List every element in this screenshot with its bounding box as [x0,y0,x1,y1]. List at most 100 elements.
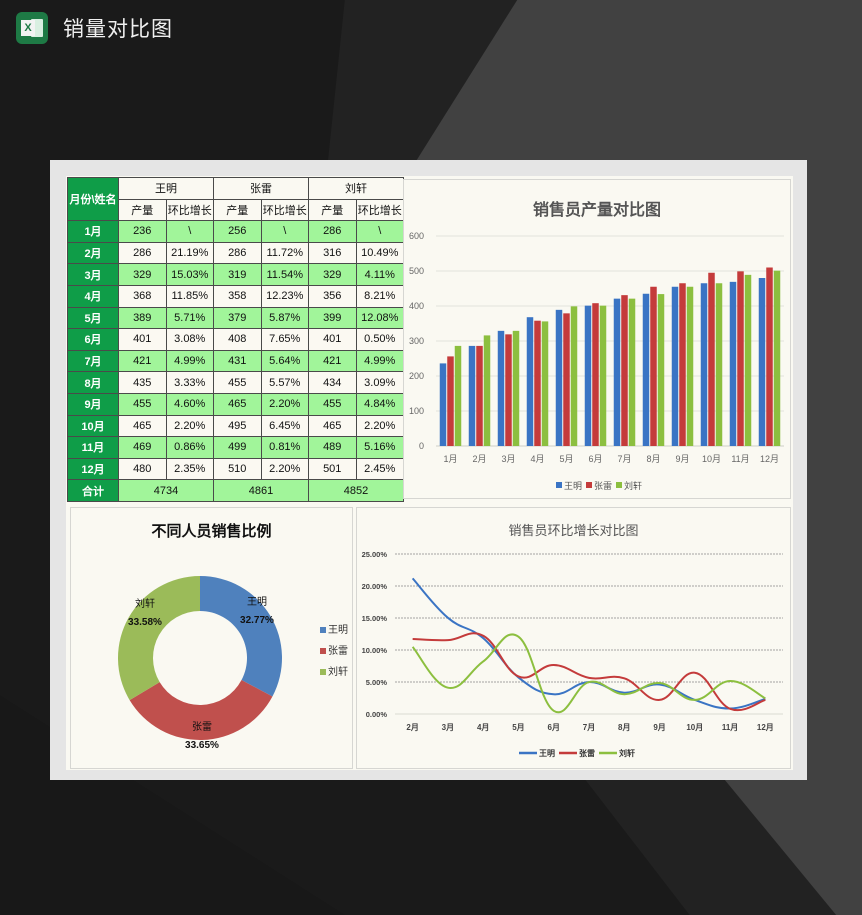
output-cell[interactable]: 379 [213,306,262,330]
growth-cell[interactable]: 0.81% [260,436,309,459]
bar[interactable] [708,272,715,446]
bar[interactable] [621,295,628,446]
output-cell[interactable]: 401 [308,328,357,351]
bar[interactable] [468,345,476,446]
bar[interactable] [766,267,773,447]
growth-cell[interactable]: 21.19% [165,241,214,265]
bar[interactable] [700,283,708,446]
bar[interactable] [613,298,621,446]
bar-chart[interactable]: 销售员产量对比图 0 100 200 300 400 500 600 1月 2月 3月 4月 5月 6月… [403,179,791,499]
output-cell[interactable]: 316 [308,241,357,265]
output-cell[interactable]: 455 [213,371,262,394]
bar[interactable] [439,363,447,446]
bar[interactable] [599,305,607,446]
bar[interactable] [512,330,520,446]
output-cell[interactable]: 356 [308,284,357,308]
bar[interactable] [454,345,462,446]
bar[interactable] [497,330,505,446]
output-cell[interactable]: 510 [213,457,262,481]
total-cell[interactable]: 4861 [213,479,309,502]
total-cell[interactable]: 4734 [118,479,214,502]
growth-cell[interactable]: 0.50% [355,328,404,351]
bar[interactable] [555,309,563,446]
output-cell[interactable]: 256 [213,220,262,243]
growth-cell[interactable]: \ [165,220,214,243]
bar[interactable] [642,293,650,446]
growth-cell[interactable]: 7.65% [260,328,309,351]
bar[interactable] [584,305,592,446]
donut-slice[interactable] [200,576,282,697]
output-cell[interactable]: 469 [118,436,167,459]
bar[interactable] [534,320,541,446]
output-cell[interactable]: 286 [213,241,262,265]
growth-cell[interactable]: \ [355,220,404,243]
output-cell[interactable]: 465 [308,414,357,438]
bar[interactable] [650,286,657,446]
growth-cell[interactable]: 6.45% [260,414,309,438]
growth-cell[interactable]: \ [260,220,309,243]
bar[interactable] [758,278,766,446]
output-cell[interactable]: 329 [118,263,167,286]
bar[interactable] [715,283,723,446]
growth-cell[interactable]: 5.71% [165,306,214,330]
donut-chart[interactable]: 不同人员销售比例 王明 32.77% 张雷 33.65% 刘轩 33.58% 王明 张雷 刘轩 [70,507,353,769]
output-cell[interactable]: 495 [213,414,262,438]
line-chart[interactable]: 销售员环比增长对比图 0.00% 5.00% 10.00% 15.00% 20.00% 2… [356,507,791,769]
growth-cell[interactable]: 8.21% [355,284,404,308]
growth-cell[interactable]: 4.84% [355,392,404,416]
bar[interactable] [447,356,454,446]
bar[interactable] [505,334,512,446]
bar[interactable] [657,294,665,446]
bar[interactable] [686,286,694,446]
bar[interactable] [592,303,599,446]
output-cell[interactable]: 480 [118,457,167,481]
growth-cell[interactable]: 2.20% [165,414,214,438]
output-cell[interactable]: 435 [118,371,167,394]
output-cell[interactable]: 421 [308,349,357,373]
growth-cell[interactable]: 5.16% [355,436,404,459]
growth-cell[interactable]: 2.20% [355,414,404,438]
growth-cell[interactable]: 5.57% [260,371,309,394]
growth-cell[interactable]: 0.86% [165,436,214,459]
bar[interactable] [628,298,636,446]
growth-cell[interactable]: 4.99% [355,349,404,373]
output-cell[interactable]: 489 [308,436,357,459]
growth-cell[interactable]: 4.11% [355,263,404,286]
output-cell[interactable]: 399 [308,306,357,330]
bar[interactable] [526,317,534,446]
output-cell[interactable]: 401 [118,328,167,351]
growth-cell[interactable]: 2.35% [165,457,214,481]
growth-cell[interactable]: 2.20% [260,392,309,416]
bar[interactable] [729,281,737,446]
growth-cell[interactable]: 5.64% [260,349,309,373]
growth-cell[interactable]: 4.60% [165,392,214,416]
bar[interactable] [671,286,679,446]
output-cell[interactable]: 499 [213,436,262,459]
output-cell[interactable]: 286 [118,241,167,265]
output-cell[interactable]: 286 [308,220,357,243]
output-cell[interactable]: 434 [308,371,357,394]
output-cell[interactable]: 421 [118,349,167,373]
output-cell[interactable]: 465 [213,392,262,416]
growth-cell[interactable]: 11.54% [260,263,309,286]
output-cell[interactable]: 431 [213,349,262,373]
growth-cell[interactable]: 5.87% [260,306,309,330]
output-cell[interactable]: 329 [308,263,357,286]
growth-cell[interactable]: 3.08% [165,328,214,351]
line-series[interactable] [412,632,766,712]
growth-cell[interactable]: 10.49% [355,241,404,265]
growth-cell[interactable]: 11.85% [165,284,214,308]
growth-cell[interactable]: 3.33% [165,371,214,394]
output-cell[interactable]: 389 [118,306,167,330]
output-cell[interactable]: 408 [213,328,262,351]
growth-cell[interactable]: 12.23% [260,284,309,308]
growth-cell[interactable]: 12.08% [355,306,404,330]
bar[interactable] [773,270,781,446]
growth-cell[interactable]: 4.99% [165,349,214,373]
output-cell[interactable]: 368 [118,284,167,308]
bar[interactable] [483,335,491,446]
output-cell[interactable]: 236 [118,220,167,243]
growth-cell[interactable]: 15.03% [165,263,214,286]
output-cell[interactable]: 319 [213,263,262,286]
output-cell[interactable]: 358 [213,284,262,308]
